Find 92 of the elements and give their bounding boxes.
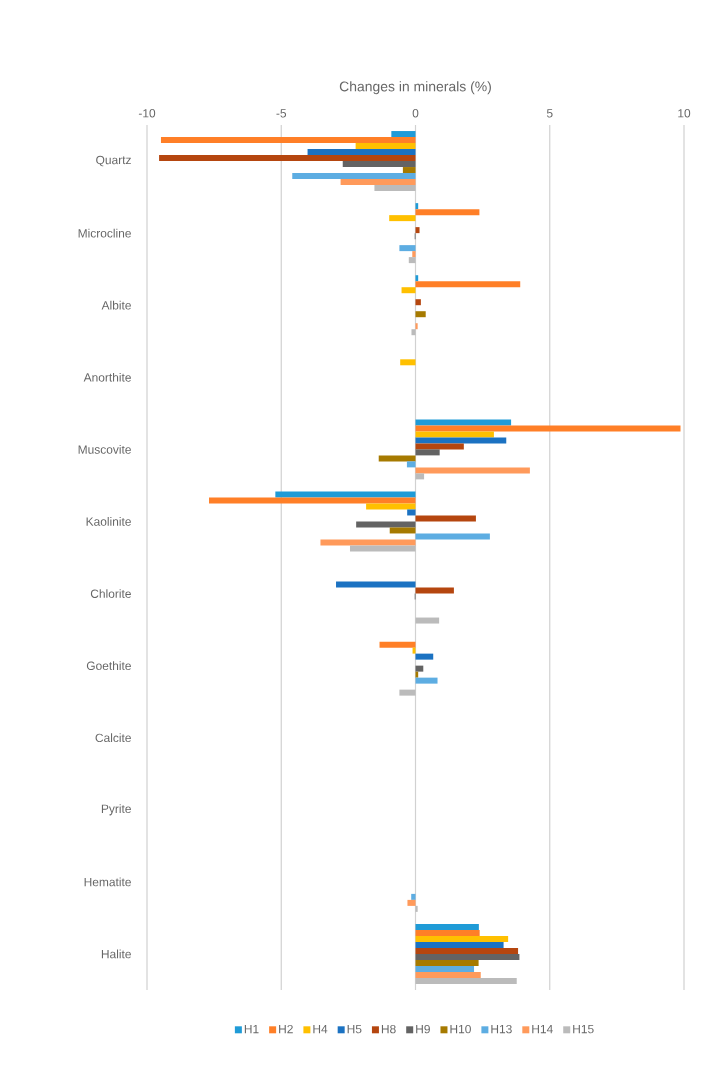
bar <box>411 893 416 900</box>
legend-label: H13 <box>491 1024 512 1034</box>
bar <box>355 143 416 150</box>
bar <box>415 935 509 942</box>
y-tick-label: Hematite <box>84 877 131 887</box>
bar <box>379 641 416 648</box>
y-tick-label: Microcline <box>78 228 131 238</box>
bar <box>415 533 490 540</box>
bar <box>378 455 416 462</box>
bar <box>415 323 418 330</box>
bar <box>400 359 416 366</box>
bar <box>415 941 504 948</box>
bar <box>415 449 440 456</box>
bar <box>407 509 416 516</box>
y-tick-label: Albite <box>101 300 131 310</box>
y-tick-label: Goethite <box>86 661 131 671</box>
legend-label: H2 <box>279 1024 293 1034</box>
bar <box>160 137 416 144</box>
bar <box>407 899 416 906</box>
x-tick-label: -10 <box>138 109 156 118</box>
bar <box>374 185 416 192</box>
bar <box>342 161 416 168</box>
bar <box>275 491 416 498</box>
bar <box>209 497 416 504</box>
bar <box>415 965 475 972</box>
bar <box>349 545 416 552</box>
bar <box>336 581 416 588</box>
bar <box>391 131 416 138</box>
y-tick-label: Chlorite <box>90 589 131 598</box>
bar <box>408 257 416 264</box>
bar <box>415 437 507 444</box>
bar <box>415 953 520 960</box>
x-tick-label: 10 <box>678 109 691 118</box>
bar <box>415 905 418 912</box>
bar <box>366 503 416 510</box>
bar <box>415 443 464 450</box>
y-tick-label: Pyrite <box>101 804 131 816</box>
bar <box>389 527 416 534</box>
legend-label: H9 <box>416 1024 430 1034</box>
bar <box>415 425 681 432</box>
bar <box>415 947 519 954</box>
bar <box>340 179 416 186</box>
bar <box>415 515 476 522</box>
bar <box>415 977 517 984</box>
bar <box>411 329 416 336</box>
x-tick-label: 0 <box>412 109 419 118</box>
legend-label: H15 <box>573 1024 594 1034</box>
bar <box>415 311 426 318</box>
legend-label: H4 <box>313 1024 328 1034</box>
legend-label: H14 <box>532 1024 553 1034</box>
bar <box>402 167 416 174</box>
y-tick-label: Calcite <box>95 733 131 743</box>
bar <box>415 431 494 438</box>
bar <box>415 209 480 216</box>
x-tick-label: -5 <box>276 109 287 118</box>
y-tick-label: Muscovite <box>78 445 131 454</box>
bar <box>292 173 416 180</box>
x-axis-title: Changes in minerals (%) <box>339 81 491 95</box>
y-tick-label: Kaolinite <box>86 517 131 526</box>
bar <box>415 587 454 594</box>
x-tick-label: 5 <box>546 109 553 118</box>
legend-label: H10 <box>450 1024 471 1034</box>
bar <box>412 647 416 654</box>
bar <box>415 653 434 660</box>
bar <box>307 149 416 156</box>
bar <box>415 929 480 936</box>
bar <box>320 539 416 546</box>
bar <box>415 467 530 474</box>
y-tick-label: Quartz <box>96 155 131 167</box>
bar <box>401 287 416 294</box>
bar <box>415 419 512 426</box>
y-tick-label: Anorthite <box>83 372 131 382</box>
bar <box>415 617 440 624</box>
bar <box>159 155 416 162</box>
bar <box>415 677 438 684</box>
legend-label: H5 <box>347 1024 362 1034</box>
bar <box>412 251 416 258</box>
bar <box>399 689 416 696</box>
bar <box>415 971 481 978</box>
bar <box>415 473 425 480</box>
bar <box>415 299 421 306</box>
bar <box>356 521 416 528</box>
bar <box>399 245 416 252</box>
bar <box>415 281 521 288</box>
bar <box>389 215 416 222</box>
legend-label: H8 <box>381 1024 396 1034</box>
bar <box>415 227 420 234</box>
bar <box>415 959 479 966</box>
bar <box>406 461 416 468</box>
legend-label: H1 <box>244 1024 259 1034</box>
y-tick-label: Halite <box>101 949 131 959</box>
bar <box>415 923 479 930</box>
